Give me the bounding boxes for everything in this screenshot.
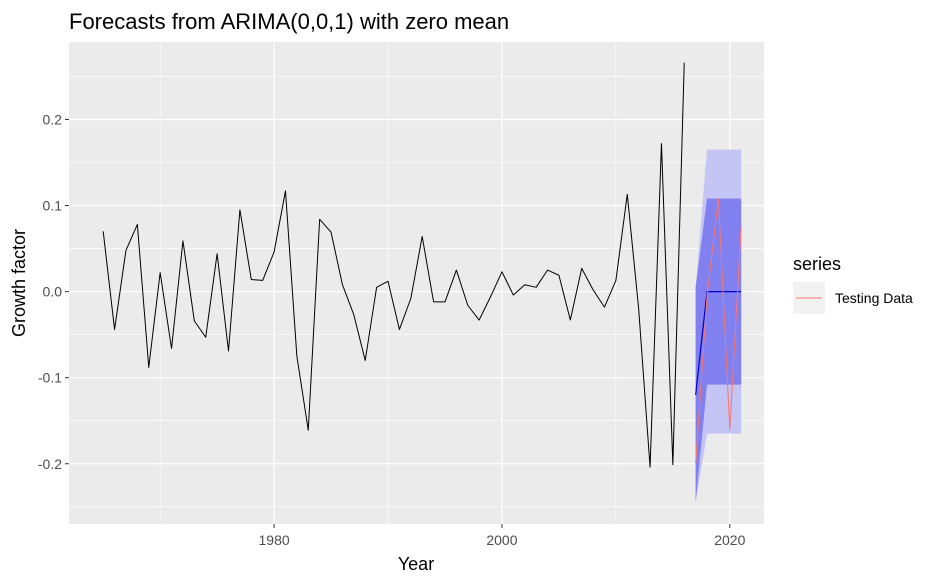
forecast-intervals: [695, 149, 742, 503]
legend-title: series: [793, 254, 841, 274]
chart-title: Forecasts from ARIMA(0,0,1) with zero me…: [69, 9, 509, 34]
x-axis-title: Year: [398, 554, 434, 574]
legend-entry-label: Testing Data: [835, 290, 913, 306]
interval-80-band: [695, 198, 742, 503]
major-grid: [69, 42, 764, 524]
y-tick-label: -0.1: [38, 370, 62, 386]
y-tick-label: 0.2: [43, 111, 63, 127]
y-axis-title: Growth factor: [9, 229, 29, 337]
y-tick-label: -0.2: [38, 456, 62, 472]
legend: series Testing Data: [793, 254, 913, 314]
y-tick-label: 0.0: [43, 284, 63, 300]
x-tick-label: 1980: [259, 532, 290, 548]
minor-grid: [69, 42, 764, 524]
y-axis-ticks: -0.2 -0.1 0.0 0.1 0.2: [38, 111, 69, 472]
y-tick-label: 0.1: [43, 198, 63, 214]
plot-panel: [69, 42, 764, 524]
testing-data-line: [695, 198, 742, 464]
forecast-mean-line: [695, 291, 742, 395]
observed-series-line: [102, 62, 685, 468]
series-lines: [102, 62, 742, 468]
x-tick-label: 2020: [714, 532, 745, 548]
x-tick-label: 2000: [486, 532, 517, 548]
x-axis-ticks: 1980 2000 2020: [259, 524, 746, 548]
